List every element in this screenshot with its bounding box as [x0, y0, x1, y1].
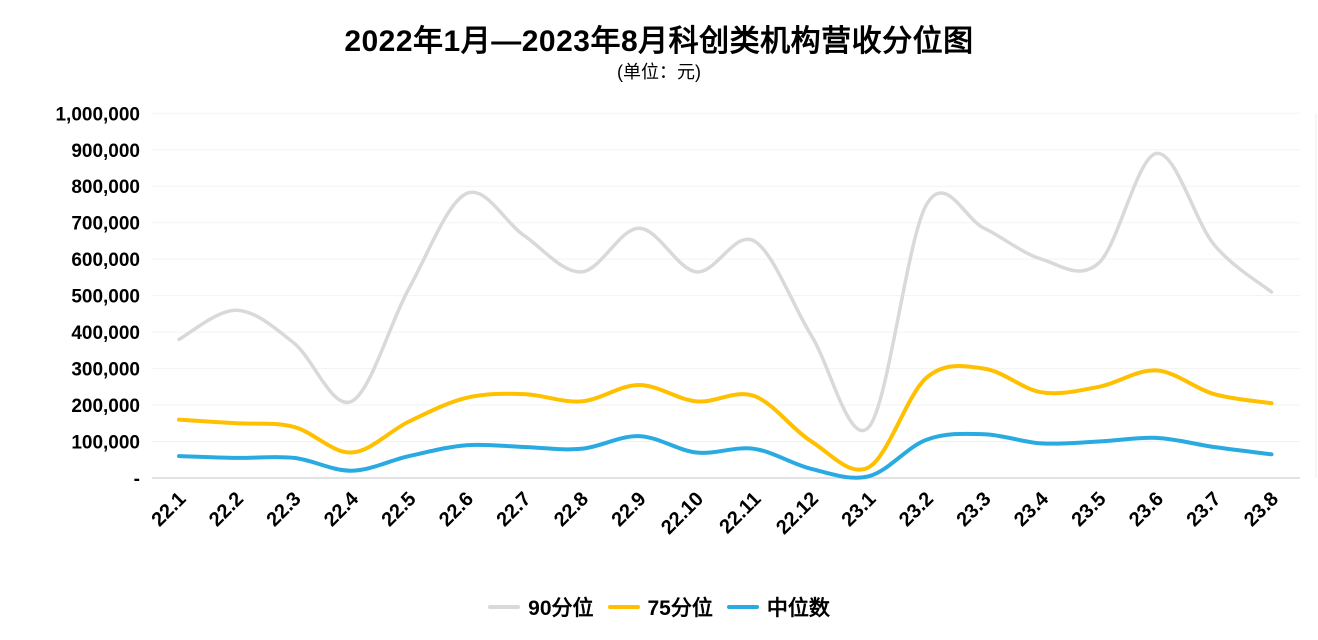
y-axis-tick-label: 800,000 — [71, 177, 140, 198]
chart-title: 2022年1月—2023年8月科创类机构营收分位图 — [344, 25, 974, 58]
legend-item: 90分位 — [488, 592, 594, 622]
y-axis-tick-label: 500,000 — [71, 287, 140, 308]
x-axis-tick-label: 22.9 — [607, 488, 650, 531]
x-axis-tick-label: 23.3 — [952, 488, 995, 531]
x-axis-tick-label: 22.10 — [657, 488, 708, 539]
y-axis-tick-label: 100,000 — [71, 433, 140, 454]
x-axis-tick-label: 22.4 — [320, 487, 364, 531]
series-line-90分位 — [177, 151, 1274, 432]
x-axis-tick-label: 23.1 — [837, 488, 880, 531]
legend-line-swatch — [488, 605, 521, 609]
legend-line-swatch — [607, 605, 640, 609]
legend-item: 中位数 — [726, 592, 830, 622]
y-axis-tick-label: 300,000 — [71, 360, 140, 381]
series-line-中位数 — [177, 431, 1274, 480]
y-axis-tick-label: 400,000 — [71, 323, 140, 344]
legend-label: 中位数 — [766, 597, 830, 620]
legend-label: 75分位 — [647, 597, 713, 620]
x-axis-tick-label: 23.8 — [1240, 488, 1283, 531]
x-axis-tick-label: 22.8 — [550, 488, 593, 531]
series-line-75分位 — [177, 364, 1274, 472]
y-axis-tick-label: 1,000,000 — [55, 104, 140, 125]
x-axis-tick-label: 22.7 — [492, 488, 535, 531]
y-axis-tick-label: 700,000 — [71, 214, 140, 235]
legend: 90分位 75分位 中位数 — [0, 592, 1318, 622]
x-axis-tick-label: 23.4 — [1010, 487, 1054, 531]
x-axis-tick-label: 22.6 — [435, 488, 478, 531]
y-axis-tick-label: 600,000 — [71, 250, 140, 271]
x-axis-tick-label: 22.12 — [772, 488, 823, 539]
y-axis-tick-label: 900,000 — [71, 141, 140, 162]
x-axis-tick-label: 23.5 — [1067, 488, 1110, 531]
legend-item: 75分位 — [607, 592, 713, 622]
x-axis-tick-label: 22.3 — [262, 488, 305, 531]
x-axis-tick-label: 22.1 — [147, 488, 190, 531]
legend-line-swatch — [726, 605, 759, 609]
legend-label: 90分位 — [528, 597, 594, 620]
x-axis-tick-label: 22.5 — [377, 488, 420, 531]
y-axis-tick-label: 200,000 — [71, 396, 140, 417]
chart-subtitle: (单位：元) — [617, 62, 701, 82]
y-axis-tick-label: - — [134, 469, 140, 490]
x-axis-tick-label: 22.2 — [205, 488, 248, 531]
x-axis-tick-label: 22.11 — [715, 488, 765, 538]
x-axis-tick-label: 23.6 — [1125, 488, 1168, 531]
x-axis-tick-label: 23.2 — [895, 488, 938, 531]
x-axis-tick-label: 23.7 — [1182, 488, 1225, 531]
